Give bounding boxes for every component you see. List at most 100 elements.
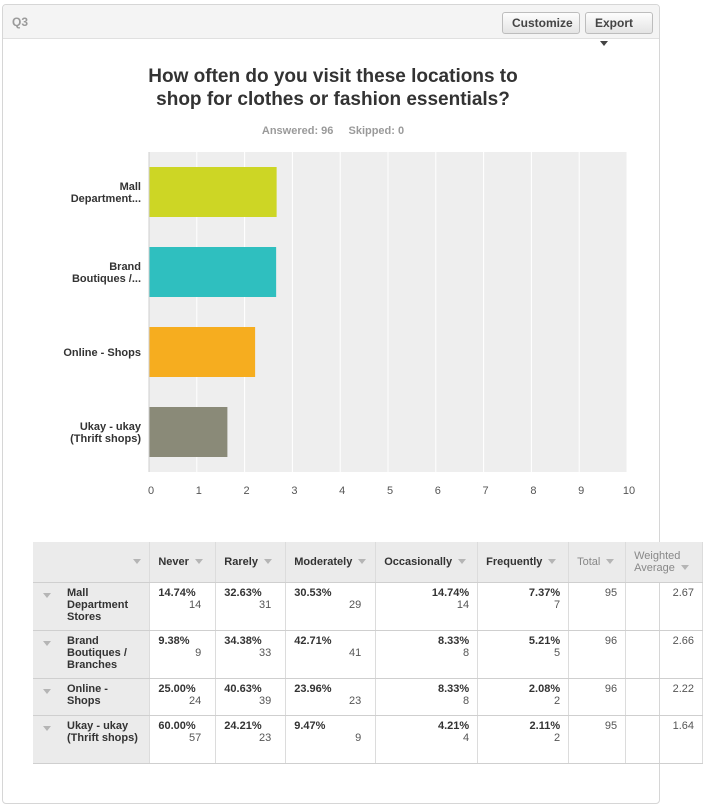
column-header[interactable]: Moderately — [285, 542, 377, 583]
question-title-line: shop for clothes or fashion essentials? — [156, 89, 510, 110]
table-row: Brand Boutiques / Branches 9.38% 9 34.38% 33… — [33, 630, 703, 679]
row-label: Mall Department Stores — [33, 582, 151, 631]
cell-count: 23 — [258, 731, 272, 744]
cell-percentage: 9.38% — [158, 634, 190, 647]
total-cell: 95 — [568, 715, 627, 764]
response-stats: Answered: 96 Skipped: 0 — [3, 125, 663, 137]
table-header-row: Never Rarely Moderately Occasionally Fre… — [33, 542, 703, 583]
cell-count: 33 — [258, 646, 272, 659]
chevron-down-icon — [600, 41, 608, 47]
cell-percentage: 60.00% — [158, 719, 196, 732]
response-cell: 9.38% 9 — [149, 630, 217, 679]
y-category-label: Boutiques /... — [72, 273, 141, 285]
sort-caret-icon — [43, 725, 51, 731]
cell-count: 2 — [554, 731, 561, 744]
cell-count: 2 — [554, 694, 561, 707]
response-cell: 2.08% 2 — [477, 678, 570, 716]
cell-percentage: 4.21% — [437, 719, 470, 732]
x-tick-label: 8 — [530, 485, 536, 497]
y-category-label: Department... — [71, 193, 141, 205]
response-cell: 8.33% 8 — [375, 630, 479, 679]
x-tick-label: 2 — [244, 485, 250, 497]
row-sort-header[interactable] — [33, 542, 151, 583]
column-header[interactable]: Frequently — [477, 542, 570, 583]
response-cell: 2.11% 2 — [477, 715, 570, 764]
x-tick-label: 0 — [148, 485, 154, 497]
response-cell: 8.33% 8 — [375, 678, 479, 716]
y-category-label: Mall — [120, 181, 141, 193]
column-header[interactable]: Never — [149, 542, 217, 583]
sort-caret-icon — [43, 688, 51, 694]
response-cell: 5.21% 5 — [477, 630, 570, 679]
x-tick-label: 3 — [291, 485, 297, 497]
cell-percentage: 30.53% — [294, 586, 332, 599]
bar — [149, 407, 228, 457]
skipped-count: Skipped: 0 — [348, 125, 405, 137]
cell-count: 9 — [195, 646, 202, 659]
cell-count: 24 — [189, 694, 202, 707]
sort-caret-icon — [43, 592, 51, 598]
response-cell: 60.00% 57 — [149, 715, 217, 764]
cell-percentage: 32.63% — [224, 586, 262, 599]
question-title-line: How often do you visit these locations t… — [148, 66, 518, 87]
weighted-average-cell: 2.22 — [625, 678, 703, 716]
cell-count: 29 — [348, 598, 362, 611]
cell-count: 57 — [189, 731, 202, 744]
table-row: Ukay - ukay (Thrift shops) 60.00% 57 24.21%… — [33, 715, 703, 764]
response-cell: 30.53% 29 — [285, 582, 377, 631]
question-title: How often do you visit these locations t… — [3, 65, 663, 111]
sort-caret-icon — [606, 559, 615, 565]
cell-count: 39 — [258, 694, 272, 707]
y-category-label: Brand — [109, 261, 141, 273]
total-header[interactable]: Total — [568, 542, 627, 583]
sort-caret-icon — [133, 559, 142, 565]
row-label: Ukay - ukay (Thrift shops) — [33, 715, 151, 764]
weighted-average-header[interactable]: Weighted Average — [625, 542, 703, 583]
y-category-label: Ukay - ukay — [80, 421, 142, 433]
table-row: Mall Department Stores 14.74% 14 32.63% 31 30… — [33, 582, 703, 631]
cell-percentage: 25.00% — [158, 682, 196, 695]
cell-percentage: 40.63% — [224, 682, 262, 695]
cell-count: 7 — [554, 598, 561, 611]
cell-percentage: 2.11% — [529, 719, 561, 732]
bar — [149, 327, 256, 377]
customize-button[interactable]: Customize — [502, 12, 580, 34]
response-cell: 4.21% 4 — [375, 715, 479, 764]
response-cell: 9.47% 9 — [285, 715, 377, 764]
x-tick-label: 1 — [196, 485, 202, 497]
answered-count: Answered: 96 — [261, 125, 334, 137]
x-tick-label: 4 — [339, 485, 345, 497]
sort-caret-icon — [680, 565, 689, 571]
cell-percentage: 8.33% — [437, 682, 470, 695]
response-cell: 32.63% 31 — [215, 582, 287, 631]
x-tick-label: 6 — [435, 485, 441, 497]
response-cell: 40.63% 39 — [215, 678, 287, 716]
cell-count: 41 — [348, 646, 362, 659]
response-cell: 25.00% 24 — [149, 678, 217, 716]
response-cell: 34.38% 33 — [215, 630, 287, 679]
column-header[interactable]: Occasionally — [375, 542, 479, 583]
x-tick-label: 7 — [483, 485, 489, 497]
sort-caret-icon — [458, 559, 467, 565]
cell-count: 9 — [355, 731, 362, 744]
cell-count: 8 — [463, 646, 470, 659]
cell-percentage: 9.47% — [294, 719, 326, 732]
cell-percentage: 42.71% — [294, 634, 332, 647]
cell-percentage: 8.33% — [437, 634, 470, 647]
export-button[interactable]: Export — [585, 12, 653, 47]
row-label: Online - Shops — [33, 678, 151, 716]
cell-percentage: 14.74% — [431, 586, 470, 599]
sort-caret-icon — [43, 640, 51, 646]
response-cell: 14.74% 14 — [375, 582, 479, 631]
total-cell: 96 — [568, 630, 627, 679]
column-header[interactable]: Rarely — [215, 542, 287, 583]
cell-percentage: 2.08% — [528, 682, 561, 695]
response-cell: 14.74% 14 — [149, 582, 217, 631]
cell-percentage: 14.74% — [158, 586, 196, 599]
cell-percentage: 7.37% — [528, 586, 561, 599]
row-label: Brand Boutiques / Branches — [33, 630, 151, 679]
cell-count: 5 — [554, 646, 561, 659]
cell-percentage: 5.21% — [528, 634, 561, 647]
card-header: Q3 Customize Export — [3, 5, 659, 47]
